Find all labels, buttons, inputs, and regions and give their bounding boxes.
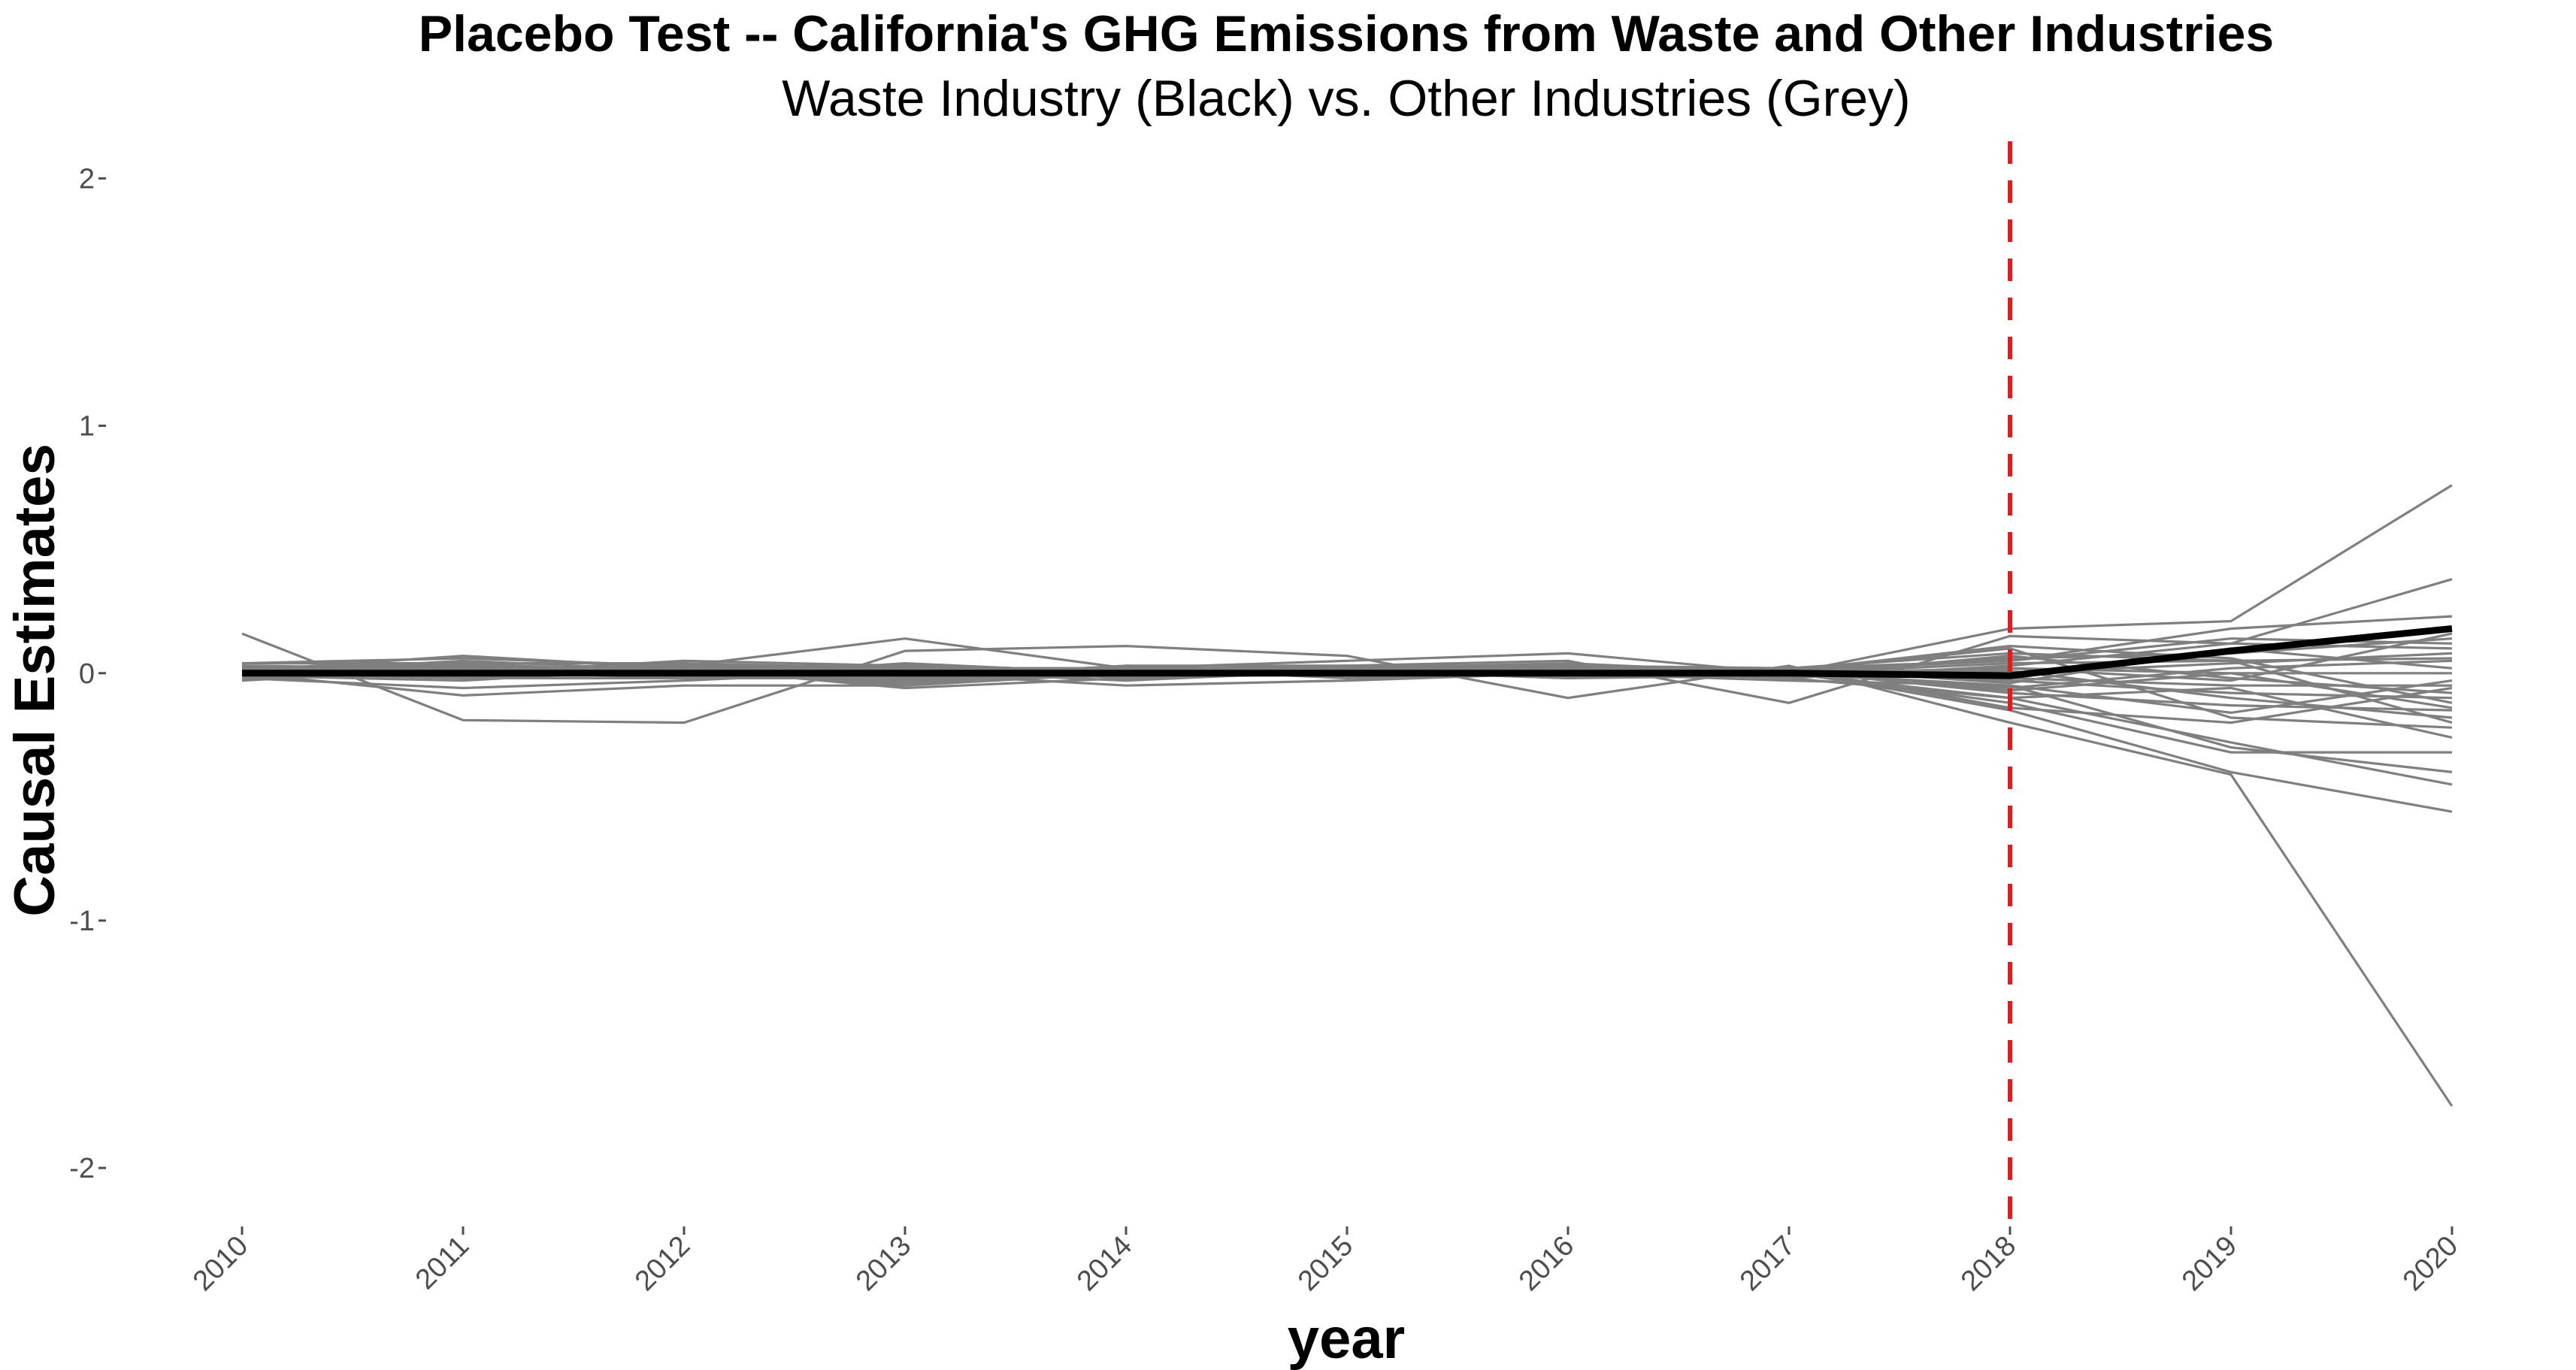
y-tick-label: 1 (79, 411, 95, 443)
chart-title: Placebo Test -- California's GHG Emissio… (419, 5, 2274, 62)
x-tick-label: 2016 (1513, 1230, 1580, 1297)
x-tick-label: 2015 (1292, 1230, 1359, 1297)
y-axis: -2 -1 0 1 2 (69, 163, 106, 1184)
x-tick-label: 2010 (187, 1230, 254, 1297)
x-tick-label: 2012 (629, 1230, 696, 1297)
y-tick-label: -2 (69, 1153, 95, 1184)
x-tick-label: 2020 (2397, 1230, 2464, 1297)
x-axis: 2010 2011 2012 2013 2014 2015 2016 2017 2018 2019… (187, 1226, 2464, 1297)
x-axis-title: year (1288, 1307, 1405, 1370)
x-tick-label: 2018 (1955, 1230, 2022, 1297)
y-tick-label: -1 (69, 906, 95, 937)
y-tick-label: 0 (79, 658, 95, 690)
placebo-series-group (242, 485, 2452, 1106)
x-tick-label: 2013 (850, 1230, 917, 1297)
chart-subtitle: Waste Industry (Black) vs. Other Industr… (782, 70, 1910, 127)
placebo-series-line (242, 634, 2452, 1106)
y-tick-label: 2 (79, 163, 95, 195)
x-tick-label: 2017 (1734, 1230, 1801, 1297)
x-tick-label: 2019 (2176, 1230, 2243, 1297)
y-axis-title: Causal Estimates (3, 443, 67, 916)
x-tick-label: 2011 (410, 1230, 475, 1296)
x-tick-label: 2014 (1071, 1230, 1138, 1297)
